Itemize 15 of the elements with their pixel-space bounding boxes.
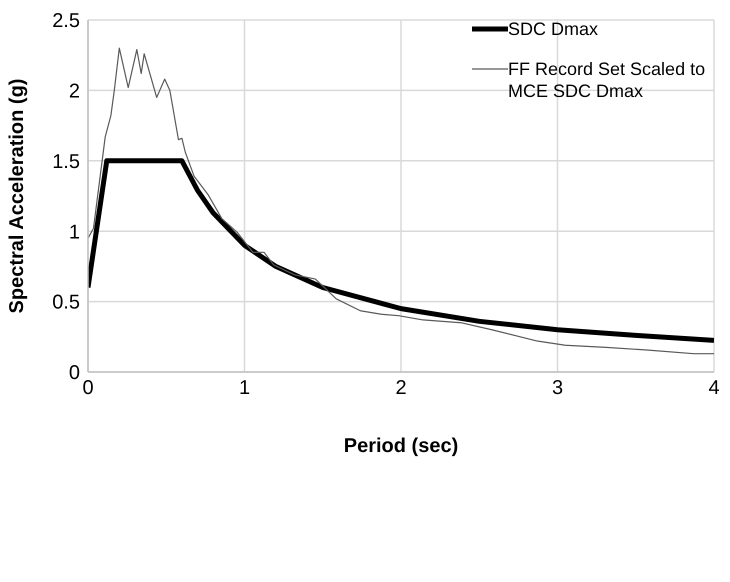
x-tick-label: 3 bbox=[552, 377, 564, 400]
x-axis-title: Period (sec) bbox=[344, 435, 458, 457]
y-tick-label: 1 bbox=[68, 221, 80, 244]
y-axis-title: Spectral Acceleration (g) bbox=[6, 78, 28, 314]
line-series bbox=[88, 48, 714, 354]
y-tick-label: 1.5 bbox=[52, 150, 80, 173]
x-tick-label: 4 bbox=[708, 377, 720, 400]
x-tick-label: 2 bbox=[395, 377, 407, 400]
legend-label: FF Record Set Scaled to MCE SDC Dmax bbox=[508, 58, 706, 102]
x-tick-label: 1 bbox=[238, 377, 250, 400]
legend-label: SDC Dmax bbox=[508, 18, 598, 40]
y-tick-label: 2.5 bbox=[52, 10, 80, 32]
y-tick-label: 2 bbox=[68, 80, 80, 102]
y-tick-label: 0.5 bbox=[52, 292, 80, 314]
y-tick-label: 0 bbox=[68, 362, 80, 384]
